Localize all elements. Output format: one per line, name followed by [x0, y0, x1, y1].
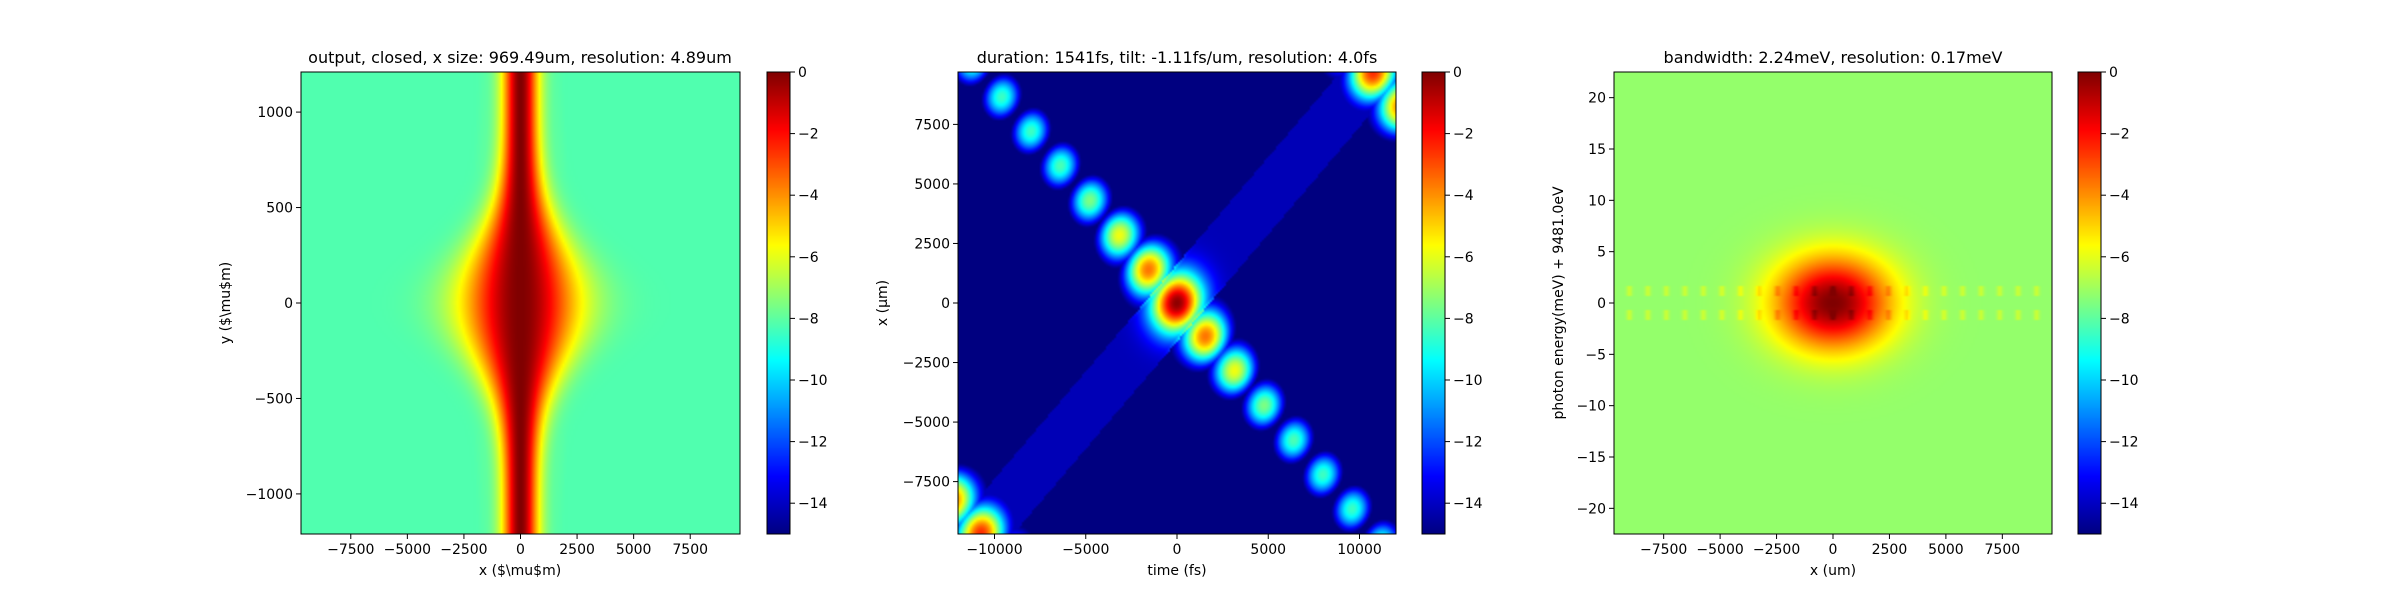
panel-2-xlabel: time (fs) [1147, 563, 1206, 579]
panel-1-xtick-label: 0 [516, 542, 525, 558]
panel-2-ytick-label: 0 [941, 296, 950, 312]
panel-2: duration: 1541fs, tilt: -1.11fs/um, reso… [875, 48, 1483, 579]
panel-2-xtick-label: −5000 [1062, 542, 1109, 558]
panel-3-ytick-label: 0 [1597, 296, 1606, 312]
panel-3-cbtick-label: −8 [2109, 311, 2130, 327]
panel-2-xtick-label: 10000 [1337, 542, 1382, 558]
panel-3-xtick-label: −5000 [1696, 542, 1743, 558]
panel-2-xtick-label: 5000 [1250, 542, 1286, 558]
panel-1-xtick-label: 7500 [672, 542, 708, 558]
panel-3-xtick-label: −2500 [1753, 542, 1800, 558]
panel-2-cbtick-label: −12 [1453, 435, 1483, 451]
panel-1-ytick-label: 1000 [257, 105, 293, 121]
panel-3-xtick-label: 0 [1829, 542, 1838, 558]
panel-2-cbtick-label: −10 [1453, 373, 1483, 389]
panel-1-cbtick-label: −6 [798, 250, 819, 266]
panel-1-cbtick-label: −12 [798, 435, 828, 451]
panel-1-cbtick-label: 0 [798, 65, 807, 81]
panel-1-colorbar-frame [766, 71, 791, 535]
panel-1-title: output, closed, x size: 969.49um, resolu… [308, 48, 732, 67]
panel-2-ytick-label: 2500 [914, 236, 950, 252]
panel-3-cbtick-label: −4 [2109, 188, 2130, 204]
panel-3: bandwidth: 2.24meV, resolution: 0.17meV … [1551, 48, 2139, 579]
panel-3-cbtick-label: −6 [2109, 250, 2130, 266]
panel-2-ytick-label: −5000 [903, 415, 950, 431]
panel-2-colorbar-frame [1421, 71, 1446, 535]
panel-1-xtick-label: 2500 [559, 542, 595, 558]
panel-3-cbtick-label: −12 [2109, 435, 2139, 451]
panel-3-xtick-label: 7500 [1985, 542, 2021, 558]
panel-1-cbtick-label: −2 [798, 127, 819, 143]
panel-2-cbtick-label: −14 [1453, 496, 1483, 512]
panel-3-ytick-label: 10 [1588, 193, 1606, 209]
panel-3-cbtick-label: −10 [2109, 373, 2139, 389]
panel-2-xtick-label: −10000 [966, 542, 1022, 558]
panel-3-xtick-label: −7500 [1640, 542, 1687, 558]
panel-3-ytick-label: −20 [1576, 501, 1606, 517]
panel-1-ytick-label: −1000 [246, 487, 293, 503]
panel-2-cbtick-label: −2 [1453, 127, 1474, 143]
panel-3-cbtick-label: 0 [2109, 65, 2118, 81]
panel-2-cbtick-label: −8 [1453, 311, 1474, 327]
panel-1: output, closed, x size: 969.49um, resolu… [218, 48, 828, 579]
panel-3-ytick-label: −15 [1576, 450, 1606, 466]
panel-1-xlabel: x ($\mu$m) [479, 563, 561, 579]
panel-1-cbtick-label: −4 [798, 188, 819, 204]
panel-3-colorbar-frame [2077, 71, 2102, 535]
panel-1-ytick-label: 0 [284, 296, 293, 312]
panel-3-ytick-label: 20 [1588, 91, 1606, 107]
panel-1-ytick-label: 500 [266, 201, 293, 217]
panel-1-cbtick-label: −14 [798, 496, 828, 512]
panel-1-colorbar [767, 72, 790, 534]
panel-3-xtick-label: 5000 [1928, 542, 1964, 558]
panel-3-cbtick-label: −2 [2109, 127, 2130, 143]
panel-3-cbtick-label: −14 [2109, 496, 2139, 512]
panel-1-ylabel: y ($\mu$m) [218, 262, 234, 344]
panel-2-cbtick-label: 0 [1453, 65, 1462, 81]
panel-2-title: duration: 1541fs, tilt: -1.11fs/um, reso… [977, 48, 1378, 67]
panel-3-xlabel: x (um) [1810, 563, 1856, 579]
panel-2-ytick-label: 7500 [914, 117, 950, 133]
panel-3-xtick-label: 2500 [1872, 542, 1908, 558]
panel-1-xtick-label: −5000 [384, 542, 431, 558]
panel-2-heatmap [958, 72, 1396, 534]
panel-1-cbtick-label: −8 [798, 311, 819, 327]
panel-3-ytick-label: 15 [1588, 142, 1606, 158]
panel-1-cbtick-label: −10 [798, 373, 828, 389]
panel-1-xtick-label: 5000 [616, 542, 652, 558]
panel-3-colorbar [2078, 72, 2101, 534]
panel-3-ytick-label: −5 [1585, 347, 1606, 363]
panel-3-ytick-label: 5 [1597, 245, 1606, 261]
panel-2-xtick-label: 0 [1173, 542, 1182, 558]
panel-1-xtick-label: −7500 [327, 542, 374, 558]
panel-1-ytick-label: −500 [255, 391, 293, 407]
panel-2-ytick-label: 5000 [914, 177, 950, 193]
panel-2-cbtick-label: −4 [1453, 188, 1474, 204]
panel-3-ylabel: photon energy(meV) + 9481.0eV [1551, 186, 1567, 419]
panel-3-title: bandwidth: 2.24meV, resolution: 0.17meV [1664, 48, 2003, 67]
panel-2-cbtick-label: −6 [1453, 250, 1474, 266]
panel-2-colorbar [1422, 72, 1445, 534]
panel-2-ytick-label: −2500 [903, 356, 950, 372]
panel-3-ytick-label: −10 [1576, 399, 1606, 415]
panel-3-heatmap [1614, 72, 2052, 534]
panel-1-heatmap [301, 72, 740, 534]
panel-1-xtick-label: −2500 [440, 542, 487, 558]
panel-2-ytick-label: −7500 [903, 475, 950, 491]
panel-2-ylabel: x (μm) [875, 280, 891, 326]
